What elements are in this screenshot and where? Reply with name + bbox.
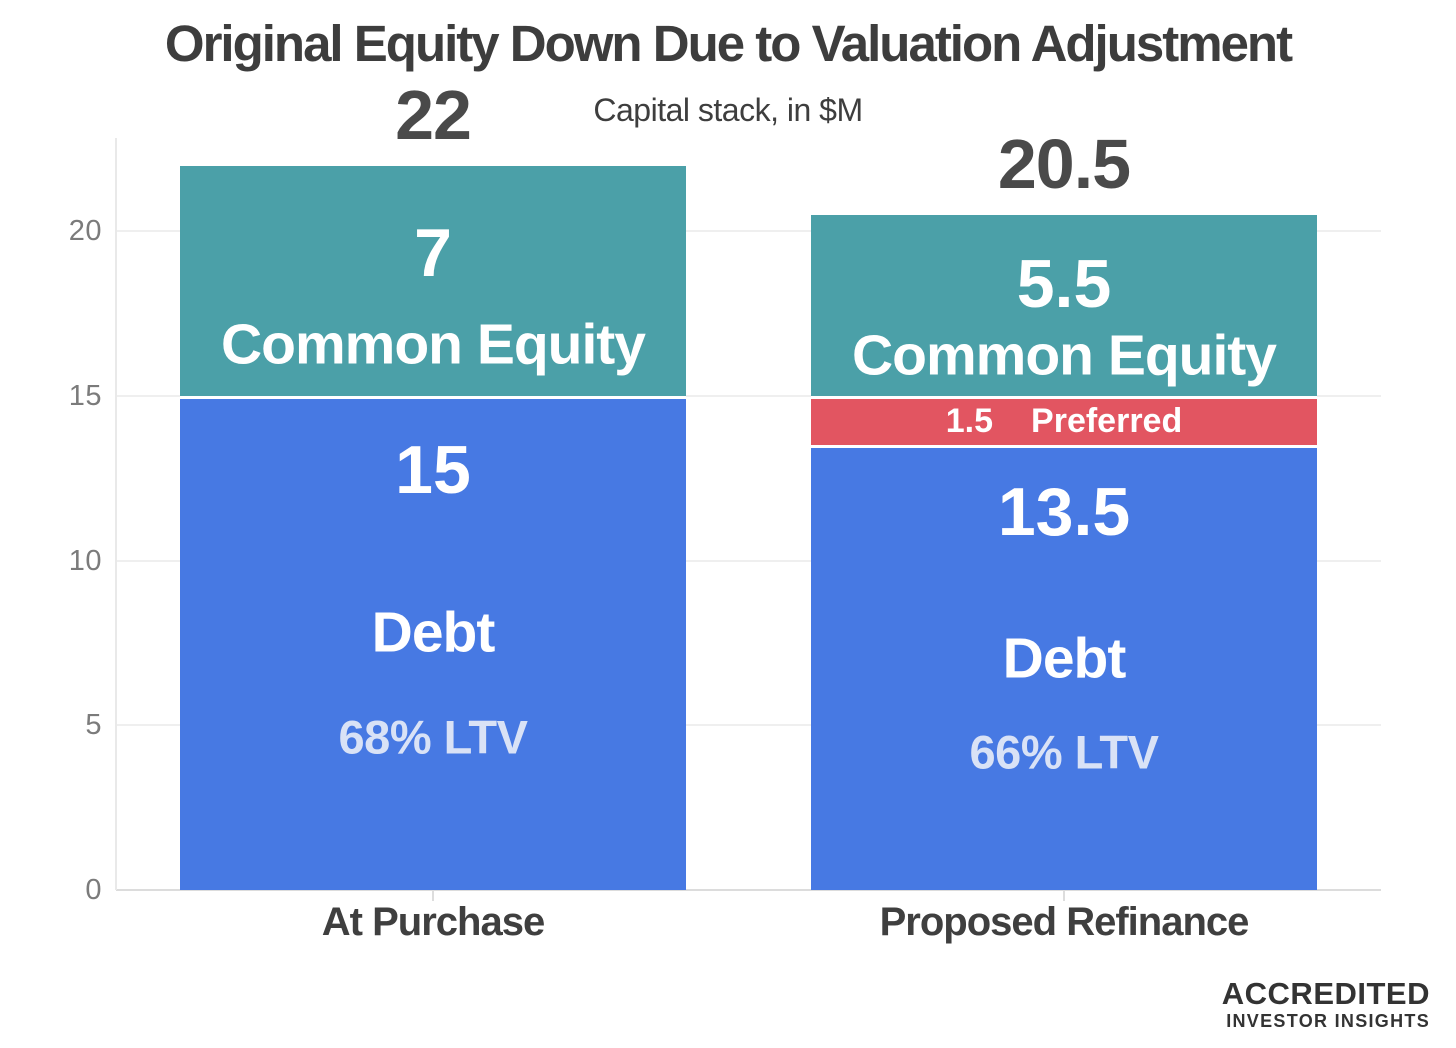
segment-sub-label: 68% LTV [338, 710, 528, 764]
y-axis-tick-label: 20 [68, 215, 102, 248]
gridline [116, 889, 1381, 891]
bar-segment-common-equity: 5.5 Common Equity [811, 214, 1317, 397]
y-axis-tick-label: 5 [85, 709, 102, 742]
bar-total-label: 20.5 [997, 124, 1131, 203]
chart-title: Original Equity Down Due to Valuation Ad… [164, 15, 1293, 72]
segment-name-label: Common Equity [221, 312, 646, 377]
segment-value-label: 1.5 [945, 401, 994, 440]
bar-total-label: 22 [395, 75, 472, 154]
segment-name-label: Preferred [1031, 401, 1183, 440]
brand-logo-line2: INVESTOR INSIGHTS [1226, 1011, 1430, 1031]
y-axis-tick-label: 10 [68, 544, 102, 577]
gridline [116, 559, 1381, 562]
segment-name-label: Debt [1002, 626, 1127, 691]
gridline [116, 724, 1381, 727]
segment-value-label: 7 [414, 215, 452, 292]
bar-segment-debt: 15 Debt 68% LTV [180, 396, 686, 890]
brand-logo-line1: ACCREDITED [1221, 976, 1430, 1011]
y-axis-tick-label: 15 [68, 380, 102, 413]
x-axis-category-label: Proposed Refinance [879, 900, 1250, 944]
segment-sub-label: 66% LTV [969, 725, 1159, 779]
bar-segment-preferred: 1.5 Preferred [811, 396, 1317, 446]
segment-value-label: 5.5 [1016, 245, 1112, 322]
bar-segment-common-equity: 7 Common Equity [180, 165, 686, 397]
gridline [116, 395, 1381, 398]
y-axis-line [115, 138, 117, 890]
chart-subtitle: Capital stack, in $M [593, 92, 863, 128]
x-axis-tick-mark [1063, 891, 1065, 901]
gridline [116, 230, 1381, 233]
segment-name-label: Debt [371, 600, 496, 665]
brand-logo: ACCREDITED INVESTOR INSIGHTS [1222, 978, 1430, 1032]
bar-segment-debt: 13.5 Debt 66% LTV [811, 445, 1317, 890]
x-axis-category-label: At Purchase [321, 900, 545, 944]
segment-name-label: Common Equity [852, 323, 1277, 388]
segment-value-label: 15 [395, 432, 471, 509]
segment-value-label: 13.5 [997, 474, 1131, 551]
x-axis-tick-mark [432, 891, 434, 901]
y-axis-tick-label: 0 [85, 874, 102, 906]
preferred-band-labels: 1.5 Preferred [811, 404, 1317, 438]
